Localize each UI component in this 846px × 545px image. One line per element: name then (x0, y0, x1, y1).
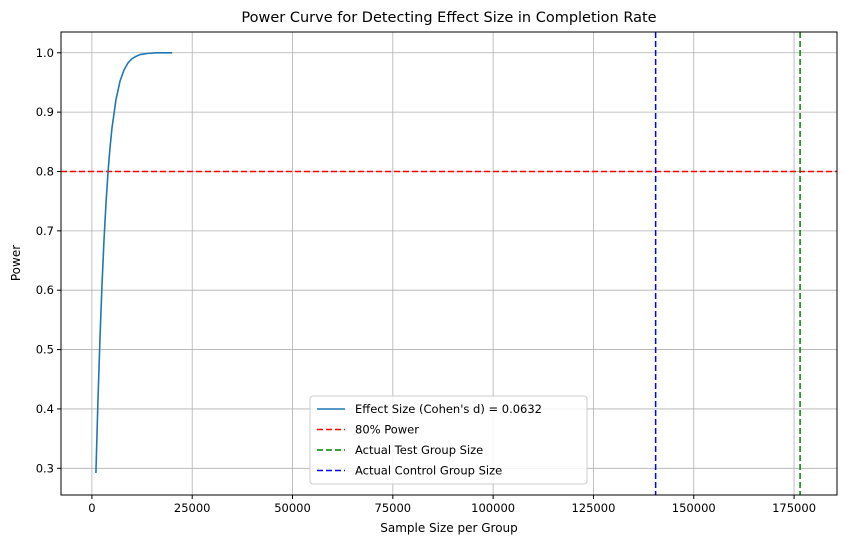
x-tick-label: 50000 (274, 501, 311, 515)
legend-entry-label: 80% Power (355, 423, 419, 437)
legend-entry-label: Effect Size (Cohen's d) = 0.0632 (355, 402, 542, 416)
y-axis-label: Power (9, 245, 23, 281)
x-tick-label: 0 (88, 501, 95, 515)
plot-frame (60, 31, 838, 496)
y-tick-label: 1.0 (36, 46, 54, 60)
x-tick-label: 150000 (672, 501, 716, 515)
x-tick-label: 175000 (772, 501, 816, 515)
legend-entry-label: Actual Test Group Size (355, 443, 483, 457)
y-tick-label: 0.6 (36, 283, 54, 297)
series-line-power-curve (95, 51, 173, 474)
grid (61, 32, 837, 495)
reference-lines (61, 32, 837, 495)
x-tick-label: 100000 (471, 501, 515, 515)
chart-title: Power Curve for Detecting Effect Size in… (241, 10, 656, 26)
x-tick-label: 125000 (571, 501, 615, 515)
x-axis-label: Sample Size per Group (380, 521, 518, 535)
y-axis: 0.3 0.4 0.5 0.6 0.7 0.8 0.9 1.0 (36, 46, 61, 475)
x-tick-label: 75000 (375, 501, 412, 515)
y-tick-label: 0.3 (36, 461, 54, 475)
y-tick-label: 0.5 (36, 343, 54, 357)
x-axis: 0 25000 50000 75000 100000 125000 150000 175000 (88, 495, 816, 515)
series-layer (95, 51, 173, 474)
legend-entry-label: Actual Control Group Size (355, 464, 502, 478)
y-tick-label: 0.7 (36, 224, 54, 238)
x-tick-label: 25000 (174, 501, 211, 515)
y-tick-label: 0.8 (36, 164, 54, 178)
legend-box (309, 395, 588, 485)
plot-area (60, 31, 838, 496)
legend: Effect Size (Cohen's d) = 0.0632 80% Powe… (309, 395, 588, 485)
y-tick-label: 0.4 (36, 402, 54, 416)
y-tick-label: 0.9 (36, 105, 54, 119)
